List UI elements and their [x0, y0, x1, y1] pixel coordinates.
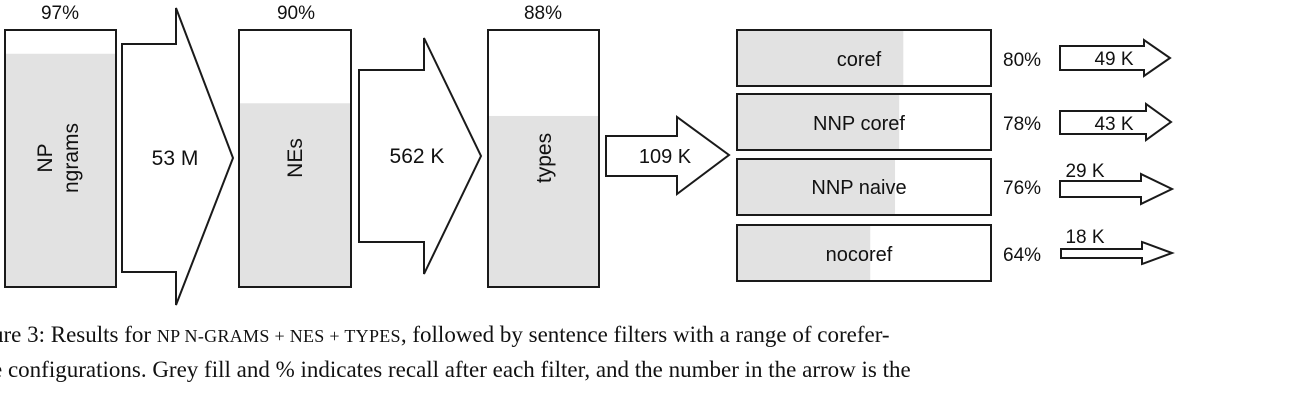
stage-arrow-109k-label: 109 K [639, 146, 692, 168]
pipeline-diagram: 97% NP ngrams 53 M 90% NEs 562 K 88% typ… [4, 3, 1175, 306]
figure-caption: ure 3: Results for NP N-GRAMS + NES + TY… [0, 318, 1297, 387]
stage-np-ngrams-label-line2: ngrams [60, 123, 83, 193]
filter-nnp-coref-arrow [1059, 102, 1173, 142]
filter-nnp-naive-label: NNP naive [811, 177, 906, 199]
caption-line-2: e configurations. Grey fill and % indica… [0, 357, 911, 382]
filter-nnp-coref-recall: 78% [1003, 114, 1041, 135]
filter-nnp-naive-recall-fill [738, 160, 896, 214]
filter-nnp-coref-label: NNP coref [813, 113, 905, 135]
filter-nnp-naive-arrow [1059, 172, 1175, 206]
stage-arrow-562k: 562 K [358, 37, 483, 275]
caption-line-1-smallcaps: NP N-GRAMS + NES + TYPES [156, 326, 401, 346]
stage-arrow-109k-shape [605, 115, 731, 196]
caption-line-1-end: , followed by sentence filters with a ra… [400, 322, 890, 347]
filter-nnp-naive-count: 29 K [1065, 161, 1104, 182]
stage-np-ngrams-recall-fill [6, 53, 115, 287]
filter-nocoref-label: nocoref [826, 244, 893, 266]
filter-nnp-coref-recall-fill [738, 95, 900, 149]
filter-coref-label: coref [837, 49, 882, 71]
stage-types: 88% types [487, 3, 600, 288]
stage-arrow-562k-label: 562 K [390, 145, 445, 168]
stage-arrow-562k-shape [358, 37, 483, 275]
filter-coref-count: 49 K [1094, 49, 1133, 70]
filter-nocoref-count: 18 K [1065, 227, 1104, 248]
stage-np-ngrams: 97% NP ngrams [4, 3, 117, 288]
filter-nnp-coref: NNP coref 78% 43 K [736, 93, 1173, 151]
stage-nes-recall-fill [240, 103, 350, 286]
stage-np-ngrams-label-line1: NP [34, 143, 57, 172]
filter-coref-arrow [1059, 38, 1172, 78]
filter-nnp-naive: NNP naive 76% 29 K [736, 158, 1175, 216]
stage-nes-recall: 90% [277, 3, 315, 24]
filter-nocoref: nocoref 64% 18 K [736, 224, 1175, 282]
stage-types-recall: 88% [524, 3, 562, 24]
stage-arrow-53m: 53 M [121, 7, 235, 306]
stage-nes-label: NEs [284, 138, 307, 178]
caption-line-1-start: ure 3: Results for [0, 322, 157, 347]
stage-arrow-109k: 109 K [605, 115, 731, 196]
stage-np-ngrams-recall: 97% [41, 3, 79, 24]
stage-types-recall-fill [489, 115, 598, 286]
stage-nes: 90% NEs [238, 3, 352, 288]
filter-nocoref-recall: 64% [1003, 245, 1041, 266]
stage-types-label: types [533, 133, 556, 183]
filter-nocoref-arrow [1060, 240, 1175, 266]
filter-nocoref-recall-fill [738, 226, 871, 280]
filter-coref-recall-fill [738, 31, 904, 85]
filter-coref-recall: 80% [1003, 50, 1041, 71]
filter-coref: coref 80% 49 K [736, 29, 1172, 87]
stage-arrow-53m-shape [121, 7, 235, 306]
filter-nnp-coref-count: 43 K [1094, 114, 1133, 135]
stage-arrow-53m-label: 53 M [152, 147, 199, 170]
filter-nnp-naive-recall: 76% [1003, 178, 1041, 199]
caption-line-1: ure 3: Results for NP N-GRAMS + NES + TY… [0, 318, 1297, 353]
